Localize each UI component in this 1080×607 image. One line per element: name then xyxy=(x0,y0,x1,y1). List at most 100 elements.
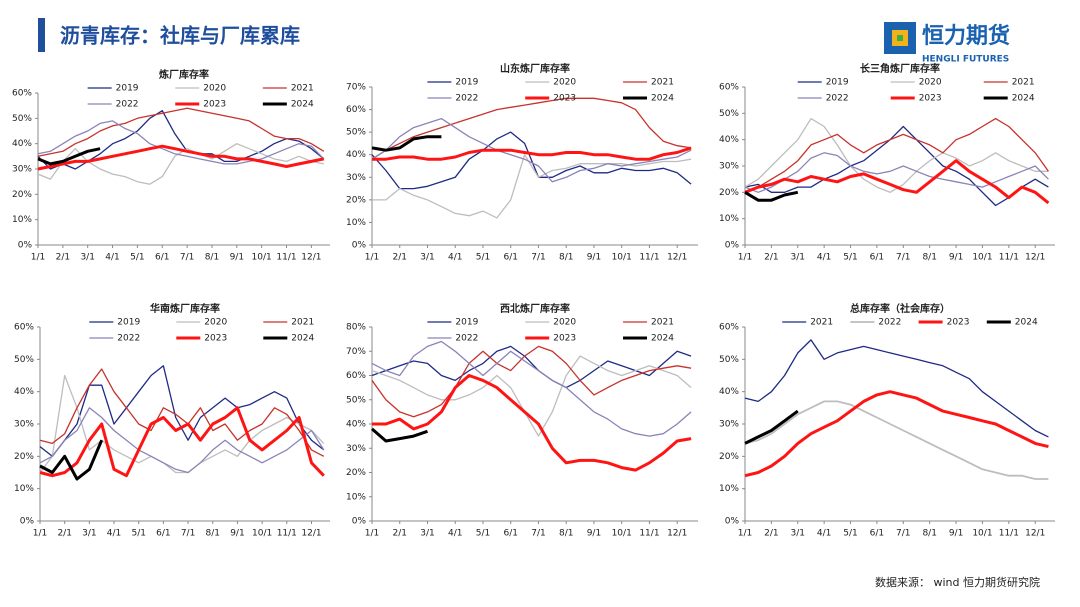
y-tick-label: 10% xyxy=(12,215,32,225)
y-tick-label: 0% xyxy=(725,517,740,527)
x-tick-label: 5/1 xyxy=(476,529,490,539)
x-tick-label: 2/1 xyxy=(56,253,70,263)
x-tick-label: 2/1 xyxy=(57,529,71,539)
legend-label: 2020 xyxy=(203,84,226,94)
x-tick-label: 5/1 xyxy=(843,253,857,263)
series-line xyxy=(37,107,325,157)
y-tick-label: 10% xyxy=(14,484,34,494)
series-line xyxy=(371,345,692,418)
legend-label: 2019 xyxy=(116,84,139,94)
x-tick-label: 12/1 xyxy=(1025,529,1045,539)
legend-label: 2024 xyxy=(651,94,674,104)
x-tick-label: 9/1 xyxy=(587,253,601,263)
y-tick-label: 70% xyxy=(346,347,366,357)
legend-label: 2024 xyxy=(291,100,314,110)
chart: 总库存率（社会库存） 0% 10% 20% 30% 40% 50% 60% 1/1 2/1 3/1 4… xyxy=(719,302,1055,539)
y-tick-label: 30% xyxy=(14,420,34,430)
series-line xyxy=(371,345,692,389)
chart: 山东炼厂库存率 0% 10% 20% 30% 40% 50% 60% 70% 1/1 2/1 3/1 4… xyxy=(346,62,698,263)
x-tick-label: 10/1 xyxy=(972,529,992,539)
x-tick-label: 4/1 xyxy=(107,529,121,539)
x-tick-label: 9/1 xyxy=(949,253,963,263)
x-tick-label: 1/1 xyxy=(31,253,45,263)
x-tick-label: 10/1 xyxy=(252,253,272,263)
legend-label: 2024 xyxy=(651,334,674,344)
x-tick-label: 4/1 xyxy=(448,529,462,539)
x-tick-label: 5/1 xyxy=(843,529,857,539)
y-tick-label: 50% xyxy=(719,355,739,365)
y-tick-label: 60% xyxy=(346,105,366,115)
chart-title: 炼厂库存率 xyxy=(159,68,209,81)
legend-label: 2021 xyxy=(1012,78,1035,88)
y-tick-label: 80% xyxy=(346,323,366,333)
legend-label: 2023 xyxy=(204,334,227,344)
x-tick-label: 7/1 xyxy=(531,253,545,263)
y-tick-label: 30% xyxy=(346,173,366,183)
x-tick-label: 11/1 xyxy=(277,529,297,539)
x-tick-label: 1/1 xyxy=(738,253,752,263)
x-tick-label: 12/1 xyxy=(1025,253,1045,263)
y-tick-label: 20% xyxy=(14,452,34,462)
x-tick-label: 10/1 xyxy=(612,529,632,539)
source: 数据来源： wind 恒力期货研究院 xyxy=(875,575,1040,589)
x-tick-label: 6/1 xyxy=(503,253,517,263)
y-tick-label: 0% xyxy=(352,517,367,527)
legend-label: 2020 xyxy=(204,318,227,328)
x-tick-label: 8/1 xyxy=(559,529,573,539)
x-tick-label: 10/1 xyxy=(972,253,992,263)
legend-label: 2020 xyxy=(919,78,942,88)
x-tick-label: 6/1 xyxy=(156,529,170,539)
y-tick-label: 10% xyxy=(719,484,739,494)
y-tick-label: 10% xyxy=(346,218,366,228)
x-tick-label: 11/1 xyxy=(999,529,1019,539)
legend-label: 2022 xyxy=(455,94,478,104)
chart: 长三角炼厂库存率 0% 10% 20% 30% 40% 50% 60% 1/1 2/1 3/1 4/1… xyxy=(719,62,1055,263)
x-tick-label: 7/1 xyxy=(896,253,910,263)
y-tick-label: 10% xyxy=(346,492,366,502)
x-tick-label: 2/1 xyxy=(393,529,407,539)
x-tick-label: 4/1 xyxy=(817,253,831,263)
chart-title: 华南炼厂库存率 xyxy=(150,302,220,315)
x-tick-label: 5/1 xyxy=(476,253,490,263)
y-tick-label: 0% xyxy=(18,241,33,251)
logo-cn: 恒力期货 xyxy=(922,23,1010,49)
x-tick-label: 12/1 xyxy=(301,529,321,539)
legend-label: 2019 xyxy=(117,318,140,328)
y-tick-label: 0% xyxy=(725,241,740,251)
chart: 华南炼厂库存率 0% 10% 20% 30% 40% 50% 60% 1/1 2/1 3/1 4/1 5… xyxy=(14,302,330,539)
chart-title: 总库存率（社会库存） xyxy=(850,302,950,315)
x-tick-label: 7/1 xyxy=(896,529,910,539)
y-tick-label: 30% xyxy=(719,420,739,430)
legend-label: 2021 xyxy=(291,84,314,94)
legend-label: 2019 xyxy=(455,78,478,88)
legend-label: 2021 xyxy=(291,318,314,328)
legend-label: 2022 xyxy=(117,334,140,344)
x-tick-label: 7/1 xyxy=(181,529,195,539)
series-line xyxy=(39,374,325,474)
series-line xyxy=(744,152,1049,193)
y-tick-label: 50% xyxy=(14,355,34,365)
y-tick-label: 20% xyxy=(719,452,739,462)
y-tick-label: 20% xyxy=(346,195,366,205)
x-tick-label: 6/1 xyxy=(870,253,884,263)
series-line xyxy=(744,400,1049,480)
x-tick-label: 3/1 xyxy=(80,253,94,263)
x-tick-label: 9/1 xyxy=(230,529,244,539)
y-tick-label: 50% xyxy=(719,109,739,119)
chart-title: 西北炼厂库存率 xyxy=(500,302,570,315)
legend-label: 2023 xyxy=(919,94,942,104)
title-bar xyxy=(38,18,45,52)
series-line xyxy=(39,407,325,474)
series-line xyxy=(37,147,101,166)
series-line xyxy=(371,427,428,443)
series-line xyxy=(372,154,692,219)
series-line xyxy=(37,120,325,165)
x-tick-label: 2/1 xyxy=(764,529,778,539)
y-tick-label: 60% xyxy=(346,371,366,381)
series-line xyxy=(744,339,1049,438)
x-tick-label: 3/1 xyxy=(420,253,434,263)
x-tick-label: 3/1 xyxy=(791,253,805,263)
x-tick-label: 8/1 xyxy=(205,253,219,263)
legend-label: 2021 xyxy=(651,78,674,88)
legend-label: 2020 xyxy=(553,78,576,88)
